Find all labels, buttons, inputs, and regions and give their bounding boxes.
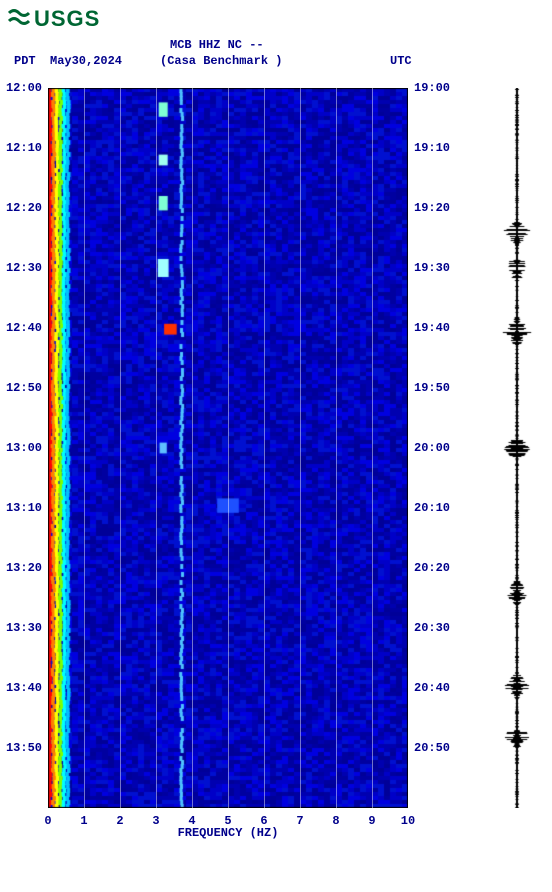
gridline xyxy=(372,88,373,808)
left-time-tick: 13:50 xyxy=(6,741,42,755)
usgs-logo-text: USGS xyxy=(34,6,100,31)
left-time-tick: 12:40 xyxy=(6,321,42,335)
right-time-tick: 20:10 xyxy=(414,501,450,515)
gridline xyxy=(156,88,157,808)
right-time-tick: 19:20 xyxy=(414,201,450,215)
left-time-tick: 13:10 xyxy=(6,501,42,515)
right-time-tick: 19:30 xyxy=(414,261,450,275)
gridline xyxy=(264,88,265,808)
gridline xyxy=(228,88,229,808)
left-time-tick: 12:00 xyxy=(6,81,42,95)
gridline xyxy=(192,88,193,808)
spectrogram-plot: 12:0012:1012:2012:3012:4012:5013:0013:10… xyxy=(48,88,408,808)
waveform-canvas xyxy=(500,88,534,808)
right-time-tick: 20:50 xyxy=(414,741,450,755)
left-time-tick: 13:20 xyxy=(6,561,42,575)
right-time-tick: 20:40 xyxy=(414,681,450,695)
left-time-tick: 12:10 xyxy=(6,141,42,155)
right-time-tick: 19:10 xyxy=(414,141,450,155)
header-date: May30,2024 xyxy=(50,54,122,68)
right-time-tick: 19:00 xyxy=(414,81,450,95)
waveform-trace xyxy=(500,88,534,808)
header-title-line2: (Casa Benchmark ) xyxy=(160,54,282,68)
left-time-tick: 13:30 xyxy=(6,621,42,635)
gridline xyxy=(336,88,337,808)
header-title-line1: MCB HHZ NC -- xyxy=(170,38,264,52)
page-root: USGS PDT May30,2024 MCB HHZ NC -- (Casa … xyxy=(0,0,552,892)
gridline xyxy=(84,88,85,808)
left-time-tick: 13:00 xyxy=(6,441,42,455)
left-time-tick: 12:30 xyxy=(6,261,42,275)
right-time-tick: 19:40 xyxy=(414,321,450,335)
gridline xyxy=(120,88,121,808)
right-time-tick: 20:20 xyxy=(414,561,450,575)
header-left-tz: PDT xyxy=(14,54,36,68)
usgs-logo: USGS xyxy=(8,6,100,33)
right-time-tick: 20:30 xyxy=(414,621,450,635)
left-time-tick: 12:20 xyxy=(6,201,42,215)
header-right-tz: UTC xyxy=(390,54,412,68)
left-time-tick: 13:40 xyxy=(6,681,42,695)
right-time-tick: 20:00 xyxy=(414,441,450,455)
x-axis-label: FREQUENCY (HZ) xyxy=(48,826,408,840)
right-time-tick: 19:50 xyxy=(414,381,450,395)
gridline xyxy=(300,88,301,808)
usgs-wave-icon xyxy=(8,7,30,33)
left-time-tick: 12:50 xyxy=(6,381,42,395)
